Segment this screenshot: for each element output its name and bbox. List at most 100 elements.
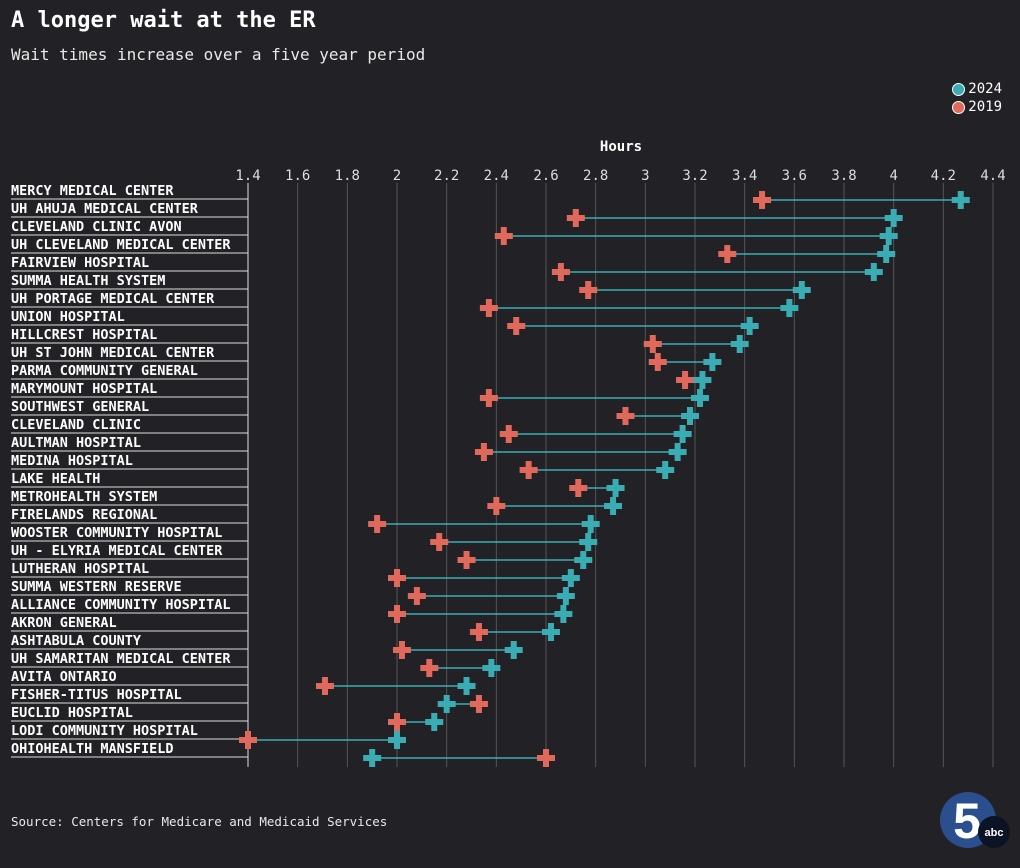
- x-tick-label: 3.4: [732, 168, 757, 184]
- marker-2019: [643, 335, 662, 353]
- marker-2024: [668, 443, 687, 461]
- x-tick-label: 1.8: [335, 168, 360, 184]
- marker-2024: [673, 425, 692, 443]
- x-tick-label: 4.4: [980, 168, 1005, 184]
- marker-2024: [792, 281, 811, 299]
- x-tick-label: 2.6: [533, 168, 558, 184]
- category-label: UH AHUJA MEDICAL CENTER: [11, 201, 199, 217]
- marker-2024: [363, 749, 382, 767]
- legend-label-2019: 2019: [968, 99, 1002, 115]
- marker-2024: [864, 263, 883, 281]
- category-label: UH SAMARITAN MEDICAL CENTER: [11, 651, 231, 667]
- category-label: METROHEALTH SYSTEM: [11, 489, 157, 505]
- category-label: UH CLEVELAND MEDICAL CENTER: [11, 237, 231, 253]
- category-label: LODI COMMUNITY HOSPITAL: [11, 723, 198, 739]
- category-label: MEDINA HOSPITAL: [11, 453, 133, 469]
- marker-2019: [479, 389, 498, 407]
- chart-title: A longer wait at the ER: [11, 8, 316, 33]
- category-label: EUCLID HOSPITAL: [11, 705, 133, 721]
- x-tick-label: 3.6: [782, 168, 807, 184]
- marker-2019: [519, 461, 538, 479]
- category-label: UH ST JOHN MEDICAL CENTER: [11, 345, 215, 361]
- marker-2024: [730, 335, 749, 353]
- source-note: Source: Centers for Medicare and Medicai…: [11, 814, 388, 829]
- marker-2024: [703, 353, 722, 371]
- marker-2019: [474, 443, 493, 461]
- marker-2019: [388, 605, 406, 623]
- x-tick-label: 3.8: [831, 168, 856, 184]
- category-label: MERCY MEDICAL CENTER: [11, 183, 174, 199]
- category-label: CLEVELAND CLINIC: [11, 417, 141, 433]
- marker-2024: [740, 317, 759, 335]
- marker-2024: [877, 245, 896, 263]
- marker-2024: [574, 551, 593, 569]
- marker-2024: [556, 587, 575, 605]
- marker-2024: [884, 209, 903, 227]
- category-label: HILLCREST HOSPITAL: [11, 327, 157, 343]
- category-label: CLEVELAND CLINIC AVON: [11, 219, 182, 235]
- x-tick-label: 2: [393, 168, 401, 184]
- marker-2019: [566, 209, 585, 227]
- legend-item-2019: 2019: [952, 98, 1002, 116]
- marker-2024: [693, 371, 712, 389]
- marker-2019: [430, 533, 449, 551]
- category-label: UH PORTAGE MEDICAL CENTER: [11, 291, 215, 307]
- marker-2019: [479, 299, 498, 317]
- marker-2024: [879, 227, 898, 245]
- category-label: FIRELANDS REGIONAL: [11, 507, 157, 523]
- category-label: OHIOHEALTH MANSFIELD: [11, 741, 174, 757]
- category-label: LAKE HEALTH: [11, 471, 100, 487]
- marker-2024: [554, 605, 573, 623]
- svg-text:5: 5: [953, 793, 981, 849]
- x-tick-label: 3.2: [682, 168, 707, 184]
- category-label: SOUTHWEST GENERAL: [11, 399, 149, 415]
- marker-2019: [457, 551, 476, 569]
- category-label: FAIRVIEW HOSPITAL: [11, 255, 149, 271]
- marker-2024: [388, 731, 406, 749]
- marker-2019: [676, 371, 695, 389]
- x-tick-label: 2.2: [434, 168, 459, 184]
- category-label: ALLIANCE COMMUNITY HOSPITAL: [11, 597, 230, 613]
- category-label: LUTHERAN HOSPITAL: [11, 561, 149, 577]
- marker-2024: [437, 695, 456, 713]
- marker-2019: [420, 659, 439, 677]
- marker-2024: [425, 713, 444, 731]
- marker-2019: [487, 497, 506, 515]
- marker-2019: [388, 713, 406, 731]
- marker-2019: [407, 587, 426, 605]
- marker-2024: [457, 677, 476, 695]
- x-tick-label: 4: [889, 168, 897, 184]
- x-tick-label: 4.2: [931, 168, 956, 184]
- category-label: AVITA ONTARIO: [11, 669, 117, 685]
- chart-subtitle: Wait times increase over a five year per…: [11, 45, 426, 64]
- legend-swatch-2019: [952, 100, 966, 114]
- category-label: SUMMA WESTERN RESERVE: [11, 579, 182, 595]
- x-tick-label: 1.4: [235, 168, 260, 184]
- marker-2019: [315, 677, 334, 695]
- marker-2024: [561, 569, 580, 587]
- category-label: UNION HOSPITAL: [11, 309, 125, 325]
- marker-2019: [569, 479, 588, 497]
- marker-2019: [239, 731, 257, 749]
- marker-2019: [469, 695, 488, 713]
- legend-label-2024: 2024: [968, 81, 1002, 97]
- marker-2024: [606, 479, 625, 497]
- marker-2019: [392, 641, 411, 659]
- marker-2019: [579, 281, 598, 299]
- category-label: WOOSTER COMMUNITY HOSPITAL: [11, 525, 222, 541]
- category-label: UH - ELYRIA MEDICAL CENTER: [11, 543, 223, 559]
- marker-2019: [537, 749, 555, 767]
- legend: 2024 2019: [952, 80, 1002, 116]
- legend-item-2024: 2024: [952, 80, 1002, 98]
- marker-2024: [579, 533, 598, 551]
- marker-2024: [690, 389, 709, 407]
- category-label: PARMA COMMUNITY GENERAL: [11, 363, 198, 379]
- x-tick-label: 3: [641, 168, 649, 184]
- marker-2024: [780, 299, 799, 317]
- category-label: MARYMOUNT HOSPITAL: [11, 381, 157, 397]
- category-label: AULTMAN HOSPITAL: [11, 435, 141, 451]
- marker-2019: [616, 407, 635, 425]
- marker-2019: [469, 623, 488, 641]
- marker-2019: [499, 425, 518, 443]
